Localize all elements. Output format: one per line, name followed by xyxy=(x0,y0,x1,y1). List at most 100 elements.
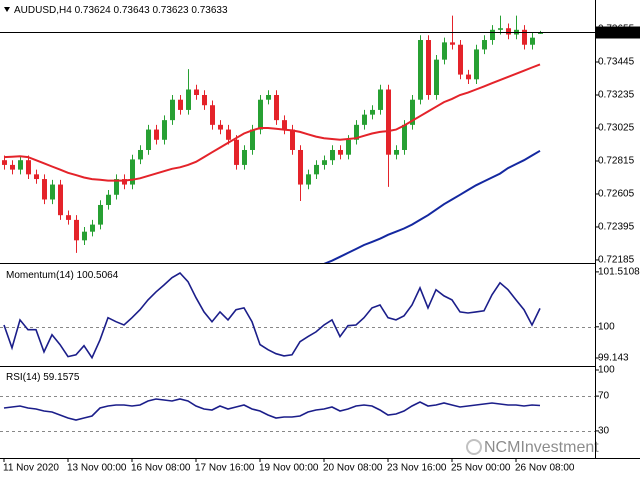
candle-body xyxy=(146,129,151,150)
candle-body xyxy=(362,114,367,125)
candle-body xyxy=(434,59,439,96)
high-value: 0.73643 xyxy=(114,5,151,16)
x-tick-label: 23 Nov 16:00 xyxy=(387,463,447,474)
candle-body xyxy=(2,160,7,165)
candle-body xyxy=(258,99,263,130)
candle-body xyxy=(402,124,407,150)
close-value: 0.73633 xyxy=(191,5,228,16)
indicator-line xyxy=(3,271,541,360)
candle-body xyxy=(346,139,351,155)
candle-body xyxy=(162,120,167,140)
candle-body xyxy=(42,179,47,200)
candle-body xyxy=(370,109,375,115)
candle-body xyxy=(234,139,239,165)
candle-body xyxy=(458,44,463,75)
watermark-text: NCMInvestment xyxy=(484,439,599,456)
candle-body xyxy=(10,164,15,170)
y-tick-label: 100 xyxy=(598,365,615,376)
symbol-header: AUDUSD,H4 0.73624 0.73643 0.73623 0.7363… xyxy=(4,5,228,16)
x-tick-label: 11 Nov 2020 xyxy=(3,463,59,474)
open-value: 0.73624 xyxy=(75,5,112,16)
y-tick-label: 0.72605 xyxy=(598,189,635,200)
indicator-line xyxy=(3,398,541,421)
candle-body xyxy=(530,37,535,45)
candle-body xyxy=(130,159,135,185)
panel xyxy=(0,15,595,263)
candle-body xyxy=(98,204,103,225)
candle-body xyxy=(490,29,495,41)
candle-body xyxy=(154,129,159,140)
y-tick-label: 0.73235 xyxy=(598,90,635,101)
x-tick-label: 26 Nov 08:00 xyxy=(515,463,575,474)
candle-body xyxy=(114,179,119,195)
indicator-value: 100.5064 xyxy=(77,270,119,281)
x-tick-label: 25 Nov 00:00 xyxy=(451,463,511,474)
candle-body xyxy=(314,164,319,175)
candle-body xyxy=(50,184,55,200)
watermark-icon xyxy=(466,439,482,455)
candle-body xyxy=(418,40,423,100)
candle-body xyxy=(242,149,247,165)
panel xyxy=(0,396,595,432)
panel xyxy=(0,271,595,360)
candle-body xyxy=(250,129,255,150)
y-tick-label: 30 xyxy=(598,426,610,437)
candle-body xyxy=(210,105,215,125)
y-tick-label: 0.72395 xyxy=(598,222,635,233)
candle-body xyxy=(186,89,191,110)
candle-body xyxy=(90,224,95,232)
candle-body xyxy=(466,74,471,80)
candle-body xyxy=(82,231,87,241)
y-tick-label: 99.143 xyxy=(598,353,629,364)
indicator-line xyxy=(323,149,541,263)
candle-body xyxy=(378,89,383,110)
low-value: 0.73623 xyxy=(152,5,189,16)
candle-body xyxy=(442,42,447,60)
candle-body xyxy=(426,40,431,96)
candle-body xyxy=(290,129,295,150)
y-tick-label: 101.5108 xyxy=(598,267,640,278)
candle-body xyxy=(202,95,207,106)
candle-body xyxy=(178,99,183,110)
candle-body xyxy=(66,215,71,220)
indicator-value: 59.1575 xyxy=(43,372,80,383)
x-tick-label: 19 Nov 00:00 xyxy=(259,463,319,474)
candle-body xyxy=(122,179,127,185)
candle-body xyxy=(226,129,231,140)
last-price-box xyxy=(596,26,640,39)
x-tick-label: 16 Nov 08:00 xyxy=(131,463,191,474)
candle-body xyxy=(138,149,143,160)
candle-body xyxy=(354,124,359,140)
y-tick-label: 0.73445 xyxy=(598,57,635,68)
rsi-header: RSI(14) 59.1575 xyxy=(6,372,80,383)
y-tick-label: 100 xyxy=(598,321,615,332)
candle-body xyxy=(386,89,391,155)
y-tick-label: 0.72815 xyxy=(598,156,635,167)
y-tick-label: 70 xyxy=(598,391,610,402)
candle-body xyxy=(194,89,199,96)
candle-body xyxy=(218,124,223,130)
candle-body xyxy=(282,120,287,130)
momentum-header: Momentum(14) 100.5064 xyxy=(6,270,119,281)
candle-body xyxy=(298,149,303,185)
indicator-line xyxy=(3,63,541,182)
candle-body xyxy=(330,149,335,161)
candle-body xyxy=(522,29,527,45)
last-price-label: 0.73633 xyxy=(598,27,635,38)
candle-body xyxy=(266,95,271,100)
header-icon xyxy=(4,7,10,12)
symbol: AUDUSD,H4 xyxy=(14,5,72,16)
candle-body xyxy=(410,99,415,125)
candle-body xyxy=(322,160,327,165)
candle-body xyxy=(482,40,487,50)
x-tick-label: 13 Nov 00:00 xyxy=(67,463,127,474)
header-text: AUDUSD,H4 0.73624 0.73643 0.73623 0.7363… xyxy=(14,5,228,16)
candle-body xyxy=(394,149,399,155)
candle-body xyxy=(26,160,31,175)
candle-body xyxy=(34,174,39,180)
candle-body xyxy=(74,219,79,241)
indicator-name: Momentum(14) xyxy=(6,270,74,281)
candle-body xyxy=(538,32,543,34)
candle-body xyxy=(58,184,63,216)
